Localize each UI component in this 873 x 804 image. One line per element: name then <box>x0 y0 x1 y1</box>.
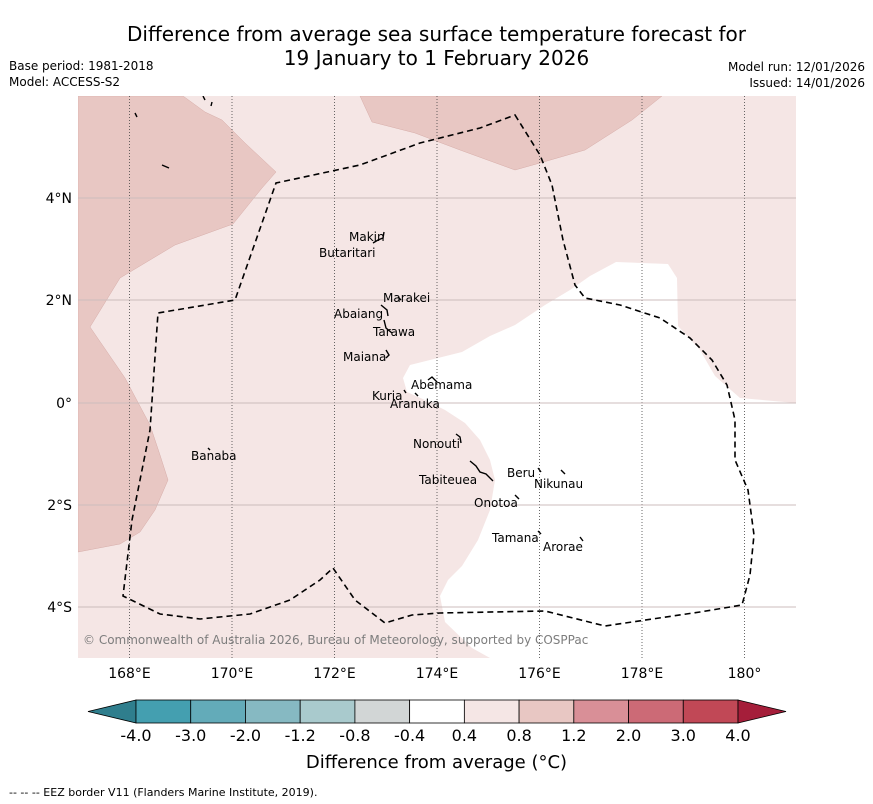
lon-tick: 174°E <box>416 666 459 682</box>
label-maiana: Maiana <box>343 350 386 364</box>
label-nonouti: Nonouti <box>413 437 460 451</box>
lon-tick: 168°E <box>108 666 151 682</box>
sst-region-neutral <box>403 262 796 658</box>
label-banaba: Banaba <box>191 449 237 463</box>
colorbar-tick: -0.4 <box>394 726 426 745</box>
title-line-1: Difference from average sea surface temp… <box>126 22 746 46</box>
title-line-2: 19 January to 1 February 2026 <box>283 46 590 70</box>
label-butaritari: Butaritari <box>319 246 376 260</box>
colorbar <box>87 699 787 724</box>
colorbar-extend-high <box>737 699 787 724</box>
label-arorae: Arorae <box>543 540 583 554</box>
colorbar-tick: 0.4 <box>451 726 478 745</box>
islands <box>134 96 584 542</box>
lon-tick: 178°E <box>621 666 664 682</box>
issued-date: Issued: 14/01/2026 <box>749 76 865 90</box>
colorbar-tick: 3.0 <box>670 726 696 745</box>
colorbar-tick: -3.0 <box>175 726 207 745</box>
label-tabiteuea: Tabiteuea <box>418 473 477 487</box>
colorbar-swatch <box>190 699 246 724</box>
colorbar-swatch <box>245 699 301 724</box>
model-name: Model: ACCESS-S2 <box>9 75 121 89</box>
lon-tick: 180° <box>728 666 762 682</box>
colorbar-swatch <box>354 699 411 724</box>
colorbar-tick: 2.0 <box>615 726 642 745</box>
label-makin: Makin <box>349 230 385 244</box>
longitude-gridlines <box>129 96 745 658</box>
colorbar-swatch <box>518 699 575 724</box>
colorbar-extend-low <box>87 699 137 724</box>
latitude-tick-labels: 4°N 2°N 0° 2°S 4°S <box>46 191 73 616</box>
label-nikunau: Nikunau <box>534 477 583 491</box>
colorbar-swatch <box>299 699 356 724</box>
colorbar-tick: 1.2 <box>561 726 587 745</box>
lat-tick: 2°N <box>46 293 72 309</box>
colorbar-tick: -4.0 <box>120 726 152 745</box>
copyright-notice: © Commonwealth of Australia 2026, Bureau… <box>83 633 588 647</box>
label-abemama: Abemama <box>411 378 472 392</box>
label-kuria: Kuria <box>372 389 403 403</box>
lat-tick: 4°S <box>47 600 72 616</box>
label-onotoa: Onotoa <box>474 496 518 510</box>
eez-legend-note: -- -- -- EEZ border V11 (Flanders Marine… <box>9 786 318 799</box>
label-aranuka: Aranuka <box>390 397 440 411</box>
lon-tick: 176°E <box>518 666 561 682</box>
latitude-gridlines <box>78 197 796 608</box>
sst-region-warm-west <box>78 96 277 553</box>
label-tarawa: Tarawa <box>372 325 415 339</box>
lat-tick: 2°S <box>47 498 72 514</box>
eez-border <box>122 114 755 627</box>
lon-tick: 172°E <box>313 666 356 682</box>
lat-tick: 4°N <box>46 191 72 207</box>
label-marakei: Marakei <box>383 291 430 305</box>
label-abaiang: Abaiang <box>334 307 383 321</box>
colorbar-tick: -0.8 <box>339 726 371 745</box>
lon-tick: 170°E <box>211 666 254 682</box>
chart-title: Difference from average sea surface temp… <box>0 22 873 70</box>
meta-left: Base period: 1981-2018 Model: ACCESS-S2 <box>9 58 154 90</box>
colorbar-tick: 0.8 <box>506 726 532 745</box>
lat-tick: 0° <box>56 396 72 412</box>
colorbar-tick: 4.0 <box>725 726 751 745</box>
colorbar-swatch <box>682 699 739 724</box>
label-tamana: Tamana <box>491 531 539 545</box>
colorbar-swatch <box>573 699 629 724</box>
longitude-tick-labels: 168°E 170°E 172°E 174°E 176°E 178°E 180° <box>108 666 761 682</box>
colorbar-tick: -1.2 <box>284 726 316 745</box>
colorbar-swatch <box>463 699 520 724</box>
colorbar-swatch <box>135 699 192 724</box>
label-beru: Beru <box>507 466 535 480</box>
colorbar-swatch <box>628 699 684 724</box>
model-run: Model run: 12/01/2026 <box>727 60 865 74</box>
base-period: Base period: 1981-2018 <box>9 59 154 73</box>
meta-right: Model run: 12/01/2026 Issued: 14/01/2026 <box>728 59 865 91</box>
sst-region-warm-north <box>359 96 663 171</box>
colorbar-label: Difference from average (°C) <box>305 752 568 773</box>
colorbar-swatch <box>409 699 465 724</box>
colorbar-tick: -2.0 <box>229 726 262 745</box>
